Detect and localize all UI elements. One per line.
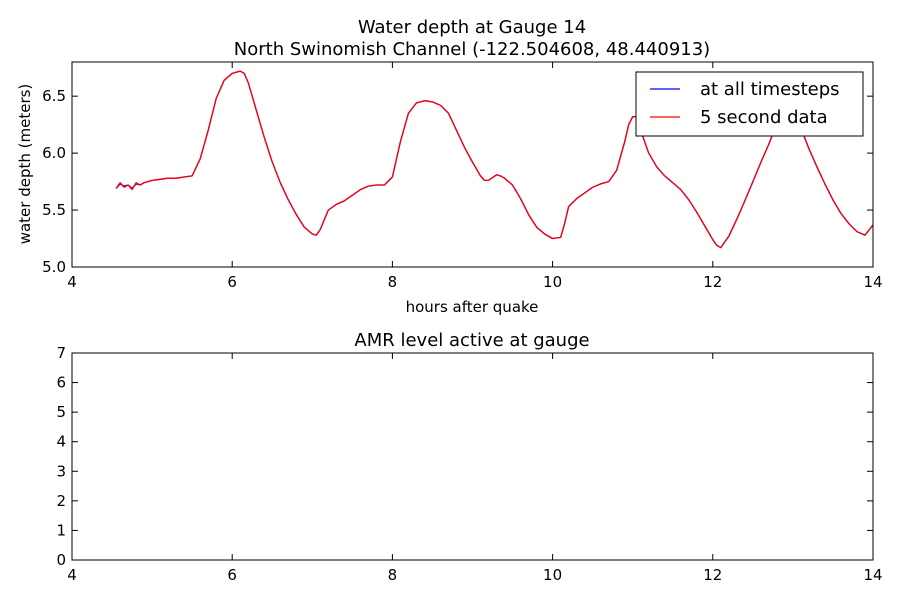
y-tick-label: 0 (56, 551, 66, 569)
x-tick-label: 4 (67, 566, 77, 584)
y-tick-label: 5.5 (42, 201, 66, 219)
y-tick-label: 2 (56, 492, 66, 510)
x-tick-label: 10 (543, 273, 562, 291)
chart2-y-ticks: 0 1 2 3 4 5 6 7 (56, 344, 873, 569)
y-tick-label: 6.0 (42, 144, 66, 162)
chart1-title-line2: North Swinomish Channel (-122.504608, 48… (234, 39, 710, 60)
chart2-title: AMR level active at gauge (354, 330, 589, 351)
chart1-plot-frame (71, 61, 874, 268)
y-tick-label: 1 (56, 521, 66, 539)
chart1-x-ticks: 4 6 8 10 12 14 (67, 62, 883, 291)
x-tick-label: 12 (703, 566, 722, 584)
chart1-y-ticks: 5.0 5.5 6.0 6.5 (42, 87, 873, 276)
x-tick-label: 4 (67, 273, 77, 291)
chart1-y-axis-label: water depth (meters) (16, 84, 34, 245)
x-tick-label: 12 (703, 273, 722, 291)
legend-label-5-second-data: 5 second data (700, 107, 828, 128)
chart1-legend: at all timesteps 5 second data (635, 71, 864, 137)
y-tick-label: 5 (56, 403, 66, 421)
chart1-x-axis-label: hours after quake (406, 298, 539, 316)
y-tick-label: 5.0 (42, 258, 66, 276)
legend-label-at-all-timesteps: at all timesteps (700, 79, 840, 100)
x-tick-label: 14 (863, 273, 882, 291)
chart1-series-group (115, 70, 873, 249)
y-tick-label: 6 (56, 374, 66, 392)
legend-frame (635, 71, 864, 137)
x-tick-label: 14 (863, 566, 882, 584)
chart2-x-ticks: 4 6 8 10 12 14 (67, 353, 883, 584)
x-tick-label: 8 (388, 566, 398, 584)
chart2-plot-frame (71, 352, 874, 561)
x-tick-label: 10 (543, 566, 562, 584)
chart1-water-depth: 4 6 8 10 12 14 5.0 5.5 6.0 6.5 hours after quake… (16, 61, 883, 316)
y-tick-label: 6.5 (42, 87, 66, 105)
series-line-5-second-data (115, 70, 873, 249)
chart1-title-line1: Water depth at Gauge 14 (358, 17, 586, 38)
y-tick-label: 7 (56, 344, 66, 362)
x-tick-label: 6 (227, 273, 237, 291)
x-tick-label: 8 (388, 273, 398, 291)
y-tick-label: 3 (56, 462, 66, 480)
y-tick-label: 4 (56, 433, 66, 451)
x-tick-label: 6 (227, 566, 237, 584)
